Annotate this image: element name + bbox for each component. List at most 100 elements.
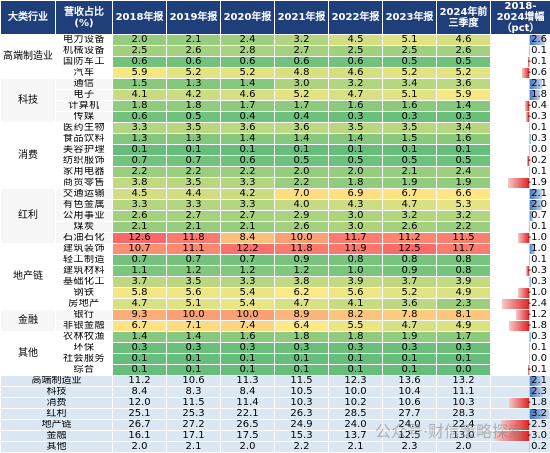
change-label-s2: -1.8 <box>527 398 547 408</box>
value-cell: 3.5 <box>167 123 221 134</box>
value-cell: 6.4 <box>275 321 329 332</box>
change-bar-2-5-1 <box>509 321 529 331</box>
value-cell: 0.1 <box>329 354 383 365</box>
change-label-4-1-3: -0.3 <box>527 112 547 122</box>
value-cell: 0.1 <box>221 145 275 156</box>
change-label-5-3-4: -1.0 <box>527 233 547 243</box>
change-cell-6-2-0: 0.1 <box>491 123 550 134</box>
value-cell: 0.5 <box>437 57 491 68</box>
change-label-6-4-5: -2.4 <box>527 299 547 309</box>
change-axis <box>529 189 530 199</box>
value-cell: 0.6 <box>221 57 275 68</box>
value-cell: 3.2 <box>275 35 329 46</box>
value-cell: 0.3 <box>275 343 329 354</box>
summary-value-cell: 11.3 <box>221 376 275 387</box>
value-cell: 1.7 <box>221 101 275 112</box>
value-cell: 0.1 <box>113 354 167 365</box>
value-cell: 4.2 <box>167 90 221 101</box>
group-label: 消费 <box>1 123 56 189</box>
value-cell: 12.2 <box>221 244 275 255</box>
change-cell-2-5-0: -1.2 <box>491 310 550 321</box>
value-cell: 3.4 <box>437 123 491 134</box>
summary-value-cell: 26.7 <box>113 420 167 431</box>
value-cell: 0.1 <box>437 354 491 365</box>
change-cell-s3: 3.2 <box>491 409 550 420</box>
value-cell: 10.0 <box>275 233 329 244</box>
summary-value-cell: 10.3 <box>275 398 329 409</box>
industry-label: 钢铁 <box>56 288 113 299</box>
change-label-s4: -2.5 <box>527 420 547 430</box>
value-cell: 1.7 <box>437 332 491 343</box>
value-cell: 5.2 <box>221 68 275 79</box>
change-cell-6-4-1: 0.1 <box>491 255 550 266</box>
value-cell: 0.1 <box>221 365 275 376</box>
change-bar-s2 <box>509 398 529 408</box>
value-cell: 4.6 <box>221 90 275 101</box>
change-axis <box>529 376 530 386</box>
industry-label: 交通运输 <box>56 189 113 200</box>
industry-label: 轻工制造 <box>56 255 113 266</box>
value-cell: 0.4 <box>221 112 275 123</box>
change-bar-6-2-5 <box>508 178 529 188</box>
value-cell: 4.7 <box>383 200 437 211</box>
value-cell: 4.6 <box>329 68 383 79</box>
value-cell: 5.2 <box>437 68 491 79</box>
summary-value-cell: 25.3 <box>167 409 221 420</box>
industry-label: 公用事业 <box>56 211 113 222</box>
change-cell-4-0-0: 2.6 <box>491 35 550 46</box>
change-label-6-2-5: -1.9 <box>527 178 547 188</box>
value-cell: 2.0 <box>275 167 329 178</box>
value-cell: 1.8 <box>113 101 167 112</box>
value-cell: 0.6 <box>113 57 167 68</box>
summary-value-cell: 11.4 <box>221 398 275 409</box>
change-cell-4-1-1: 1.8 <box>491 90 550 101</box>
change-label-2-5-0: -1.2 <box>527 310 547 320</box>
value-cell: 5.1 <box>383 35 437 46</box>
summary-value-cell: 13.2 <box>437 376 491 387</box>
industry-label: 房地产 <box>56 299 113 310</box>
summary-label: 红利 <box>1 409 113 420</box>
value-cell: 2.3 <box>437 299 491 310</box>
value-cell: 0.7 <box>221 255 275 266</box>
value-cell: 2.2 <box>167 167 221 178</box>
value-cell: 1.6 <box>329 101 383 112</box>
value-cell: 1.4 <box>275 134 329 145</box>
change-axis <box>529 343 530 353</box>
value-cell: 3.9 <box>329 277 383 288</box>
summary-value-cell: 10.3 <box>437 398 491 409</box>
value-cell: 3.8 <box>113 178 167 189</box>
change-axis <box>529 35 530 45</box>
value-cell: 3.9 <box>437 277 491 288</box>
industry-label: 医药生物 <box>56 123 113 134</box>
value-cell: 1.6 <box>221 332 275 343</box>
change-cell-2-5-1: -1.8 <box>491 321 550 332</box>
change-label-2-5-1: -1.8 <box>527 321 547 331</box>
value-cell: 2.7 <box>167 211 221 222</box>
value-cell: 2.7 <box>275 46 329 57</box>
change-cell-6-2-3: -0.2 <box>491 156 550 167</box>
value-cell: 12.5 <box>383 244 437 255</box>
change-axis <box>529 200 530 210</box>
group-label: 地产链 <box>1 244 56 310</box>
group-label: 高端制造业 <box>1 35 56 79</box>
summary-value-cell: 24.9 <box>275 420 329 431</box>
value-cell: 0.7 <box>167 156 221 167</box>
value-cell: 2.1 <box>167 35 221 46</box>
value-cell: 4.7 <box>275 299 329 310</box>
value-cell: 4.1 <box>113 90 167 101</box>
change-cell-4-6-3: -0.1 <box>491 365 550 376</box>
change-cell-4-1-2: -0.4 <box>491 101 550 112</box>
value-cell: 3.6 <box>437 79 491 90</box>
value-cell: 0.1 <box>383 365 437 376</box>
